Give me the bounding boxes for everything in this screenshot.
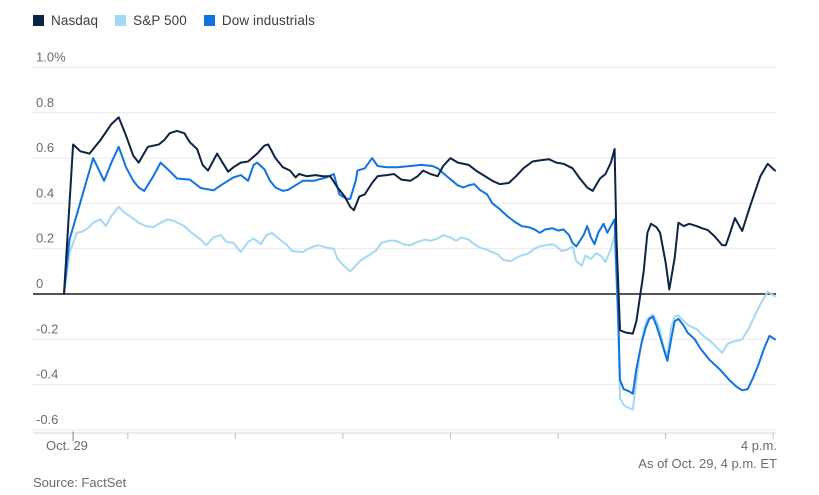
legend-item-sp500: S&P 500 [115, 13, 187, 28]
series-line-s-p-500 [63, 205, 776, 411]
y-tick-label: 0.4 [36, 185, 54, 200]
y-tick-label: 0.6 [36, 140, 54, 155]
series-line-dow-industrials [63, 145, 776, 395]
y-tick-label: -0.4 [36, 367, 58, 382]
y-tick-label: 0.8 [36, 95, 54, 110]
legend: Nasdaq S&P 500 Dow industrials [33, 13, 315, 28]
x-axis-label-start: Oct. 29 [46, 438, 88, 453]
legend-label-sp500: S&P 500 [133, 13, 187, 28]
source-credit: Source: FactSet [33, 475, 127, 490]
y-tick-label: -0.6 [36, 412, 58, 427]
legend-item-dow: Dow industrials [203, 13, 315, 28]
y-tick-label: 0 [36, 276, 43, 291]
legend-label-dow: Dow industrials [221, 13, 315, 28]
series-line-nasdaq [63, 116, 776, 335]
y-tick-label: 0.2 [36, 231, 54, 246]
legend-swatch-sp500 [115, 15, 127, 26]
y-tick-label: -0.2 [36, 321, 58, 336]
legend-item-nasdaq: Nasdaq [33, 13, 98, 28]
x-axis-label-end: 4 p.m. [740, 438, 777, 453]
legend-swatch-nasdaq [33, 15, 44, 26]
y-tick-label: 1.0% [36, 50, 66, 65]
legend-label-nasdaq: Nasdaq [51, 13, 99, 28]
as-of-note: As of Oct. 29, 4 p.m. ET [638, 456, 777, 471]
legend-swatch-dow [203, 15, 215, 26]
